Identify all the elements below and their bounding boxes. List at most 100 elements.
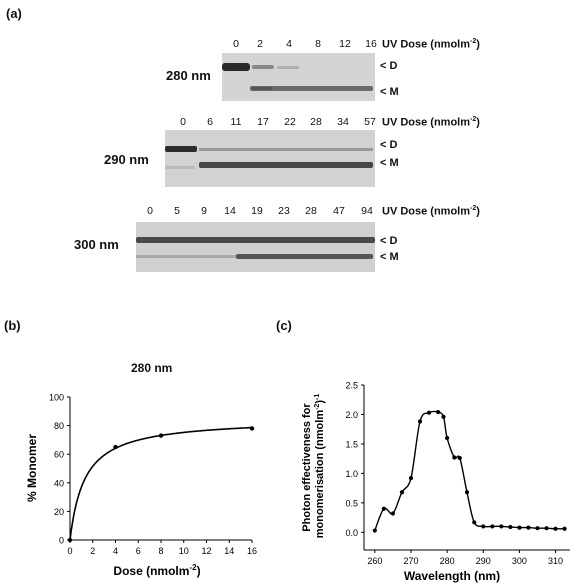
- data-point: [464, 490, 470, 495]
- dose-label: 2: [257, 38, 263, 50]
- panel-b-x-axis-label: Dose (nmolm-2): [113, 563, 200, 578]
- dose-label: 19: [251, 205, 263, 217]
- y-tick-label: 80: [54, 421, 64, 431]
- gel-300-dimer-marker: < D: [380, 235, 398, 247]
- data-point: [249, 426, 255, 431]
- gel-image-290nm: [165, 130, 375, 187]
- y-tick-label: 0.5: [345, 498, 358, 508]
- dose-label: 0: [180, 116, 186, 128]
- gel-280-uv-dose-label: UV Dose (nmolm-2): [382, 38, 480, 51]
- x-tick-label: 2: [90, 546, 95, 556]
- dose-label: 12: [339, 38, 351, 50]
- fit-curve: [69, 426, 252, 541]
- data-point: [553, 526, 558, 531]
- x-tick-label: 4: [113, 546, 118, 556]
- gel-image-280nm: [222, 53, 375, 101]
- data-point: [372, 528, 377, 533]
- gel-280-wavelength-label: 280 nm: [166, 68, 211, 83]
- dose-label: 28: [310, 116, 322, 128]
- x-tick-label: 16: [247, 546, 257, 556]
- data-point: [544, 526, 549, 531]
- y-tick-label: 1.0: [345, 469, 358, 479]
- panel-b-label: (b): [4, 318, 21, 333]
- panel-c-label: (c): [276, 318, 292, 333]
- data-point: [535, 526, 540, 531]
- data-point: [445, 435, 450, 441]
- gel-280-monomer-marker: < M: [380, 86, 399, 98]
- y-tick-label: 60: [54, 450, 64, 460]
- data-point: [113, 444, 118, 450]
- dose-label: 34: [337, 116, 349, 128]
- dose-label: 9: [201, 205, 207, 217]
- x-tick-label: 300: [512, 556, 527, 566]
- panel-c-y-axis-label: Photon effectiveness for monomerisation …: [301, 394, 326, 539]
- dose-label: 94: [361, 205, 373, 217]
- panel-a-label: (a): [6, 6, 22, 21]
- x-tick-label: 0: [67, 546, 72, 556]
- gel-300-dose-row: 0 5 9 14 19 23 28 47 94: [0, 205, 575, 219]
- y-tick-label: 40: [54, 478, 64, 488]
- gel-280-dimer-marker: < D: [380, 60, 398, 72]
- y-tick-label: 100: [49, 393, 64, 403]
- y-tick-label: 2.0: [345, 410, 358, 420]
- data-point: [526, 525, 531, 530]
- x-tick-label: 290: [476, 556, 491, 566]
- gel-300-uv-dose-label: UV Dose (nmolm-2): [382, 205, 480, 218]
- y-tick-label: 0: [59, 536, 64, 546]
- data-point: [508, 524, 513, 530]
- data-point: [441, 414, 446, 419]
- dose-label: 8: [315, 38, 321, 50]
- data-point: [499, 524, 504, 529]
- data-point: [158, 433, 164, 438]
- gel-290-dose-row: 0 6 11 17 22 28 34 57: [0, 116, 575, 130]
- dose-label: 57: [364, 116, 376, 128]
- x-tick-label: 6: [136, 546, 141, 556]
- dose-label: 16: [365, 38, 377, 50]
- dose-label: 17: [257, 116, 269, 128]
- data-point: [435, 410, 441, 415]
- data-point: [399, 490, 405, 495]
- dose-label: 4: [286, 38, 292, 50]
- data-point: [67, 537, 73, 543]
- dose-label: 11: [230, 116, 242, 128]
- data-point: [452, 455, 457, 460]
- data-point: [457, 455, 462, 461]
- gel-300-monomer-marker: < M: [380, 251, 399, 263]
- photon-effectiveness-chart: Photon effectiveness for monomerisation …: [301, 381, 570, 583]
- x-tick-label: 12: [201, 546, 211, 556]
- spectrum-line: [374, 410, 565, 531]
- y-tick-label: 0.0: [345, 528, 358, 538]
- dose-label: 0: [147, 205, 153, 217]
- panel-b-title: 280 nm: [131, 361, 173, 375]
- data-point: [390, 511, 396, 516]
- gel-280-dose-row: 0 2 4 8 12 16: [0, 38, 575, 52]
- panel-c-x-axis-label: Wavelength (nm): [404, 569, 500, 583]
- data-point: [562, 526, 567, 531]
- data-point: [517, 525, 522, 530]
- gel-290-monomer-marker: < M: [380, 157, 399, 169]
- x-tick-label: 310: [548, 556, 563, 566]
- x-tick-label: 270: [403, 556, 418, 566]
- dose-label: 14: [224, 205, 236, 217]
- monomer-dose-chart: % Monomer Dose (nmolm-2) 0 20 40 60 80 100 0 2 4…: [25, 393, 257, 579]
- data-point: [381, 506, 386, 511]
- data-point: [481, 524, 486, 529]
- x-tick-label: 280: [440, 556, 455, 566]
- dose-label: 47: [333, 205, 345, 217]
- dose-label: 5: [174, 205, 180, 217]
- y-tick-label: 20: [54, 507, 64, 517]
- x-tick-label: 260: [367, 556, 382, 566]
- y-tick-label: 1.5: [345, 439, 358, 449]
- gel-image-300nm: [136, 222, 375, 272]
- dose-label: 6: [207, 116, 213, 128]
- dose-label: 28: [305, 205, 317, 217]
- x-tick-label: 14: [224, 546, 234, 556]
- data-point: [408, 476, 414, 481]
- gel-290-dimer-marker: < D: [380, 139, 398, 151]
- data-point: [472, 520, 477, 525]
- data-point: [417, 419, 423, 424]
- gel-300-wavelength-label: 300 nm: [74, 237, 119, 252]
- dose-label: 23: [278, 205, 290, 217]
- panel-b-y-axis-label: % Monomer: [25, 434, 39, 502]
- gel-290-uv-dose-label: UV Dose (nmolm-2): [382, 116, 480, 129]
